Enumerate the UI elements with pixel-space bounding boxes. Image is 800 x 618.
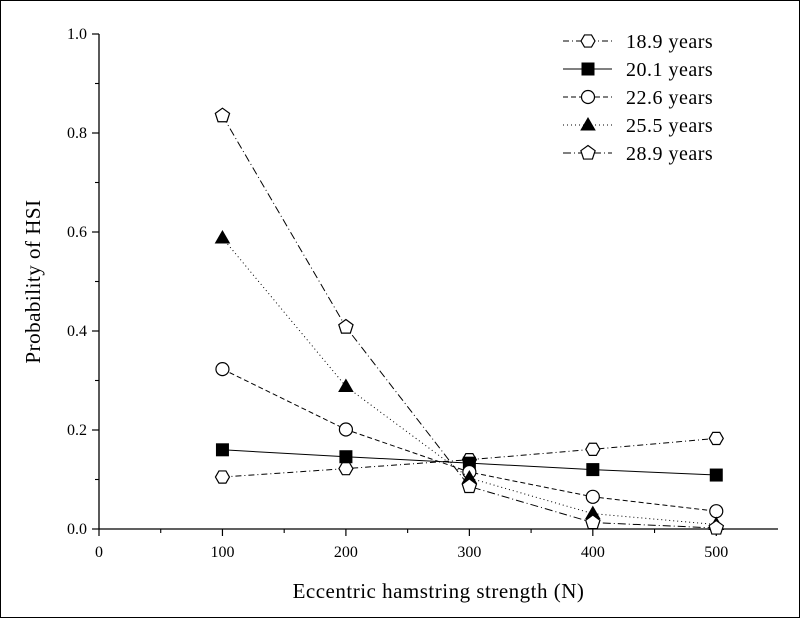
- data-point-s1-3: [586, 463, 600, 477]
- y-axis-title: Probability of HSI: [21, 199, 45, 363]
- x-tick-label: 500: [704, 544, 728, 561]
- legend-label: 25.5 years: [626, 115, 713, 137]
- data-point-s2-1: [338, 422, 354, 437]
- data-point-s2-3: [585, 489, 600, 504]
- data-point-s2-0: [215, 362, 230, 377]
- data-point-s3-1: [338, 378, 354, 392]
- data-point-s0-1: [338, 461, 354, 476]
- legend-label: 28.9 years: [626, 143, 713, 165]
- data-point-s1-0: [215, 443, 229, 457]
- y-tick-label: 0.2: [67, 422, 87, 439]
- series-line-3: [222, 237, 717, 526]
- y-tick-label: 0.6: [67, 224, 87, 241]
- legend-marker-4: [580, 144, 596, 160]
- data-point-s4-0: [214, 107, 231, 123]
- x-axis-title: Eccentric hamstring strength (N): [293, 579, 585, 603]
- data-point-s4-2: [461, 478, 478, 494]
- legend-marker-0: [580, 34, 596, 48]
- data-point-s0-3: [585, 442, 601, 456]
- data-point-s0-0: [214, 470, 231, 484]
- x-tick-label: 200: [334, 544, 358, 561]
- legend-label: 18.9 years: [626, 31, 713, 53]
- data-point-s4-4: [708, 519, 725, 535]
- y-tick-label: 1.0: [67, 26, 87, 43]
- legend-marker-1: [581, 62, 595, 76]
- legend-label: 22.6 years: [626, 87, 713, 109]
- y-tick-label: 0.4: [67, 323, 87, 340]
- x-tick-label: 300: [457, 544, 481, 561]
- data-point-s1-1: [339, 450, 353, 464]
- y-tick-label: 0.0: [67, 521, 87, 538]
- data-point-s4-1: [338, 318, 354, 334]
- x-tick-label: 0: [95, 544, 103, 561]
- legend-marker-3: [580, 117, 596, 131]
- legend-label: 20.1 years: [626, 59, 713, 81]
- y-tick-label: 0.8: [67, 125, 87, 142]
- data-point-s3-0: [214, 229, 231, 244]
- data-point-s4-3: [584, 514, 601, 530]
- data-point-s0-4: [708, 431, 724, 446]
- data-point-s2-4: [709, 504, 724, 519]
- x-tick-label: 400: [581, 544, 605, 561]
- x-tick-label: 100: [210, 544, 234, 561]
- data-point-s1-4: [709, 468, 723, 482]
- legend-marker-2: [580, 89, 596, 105]
